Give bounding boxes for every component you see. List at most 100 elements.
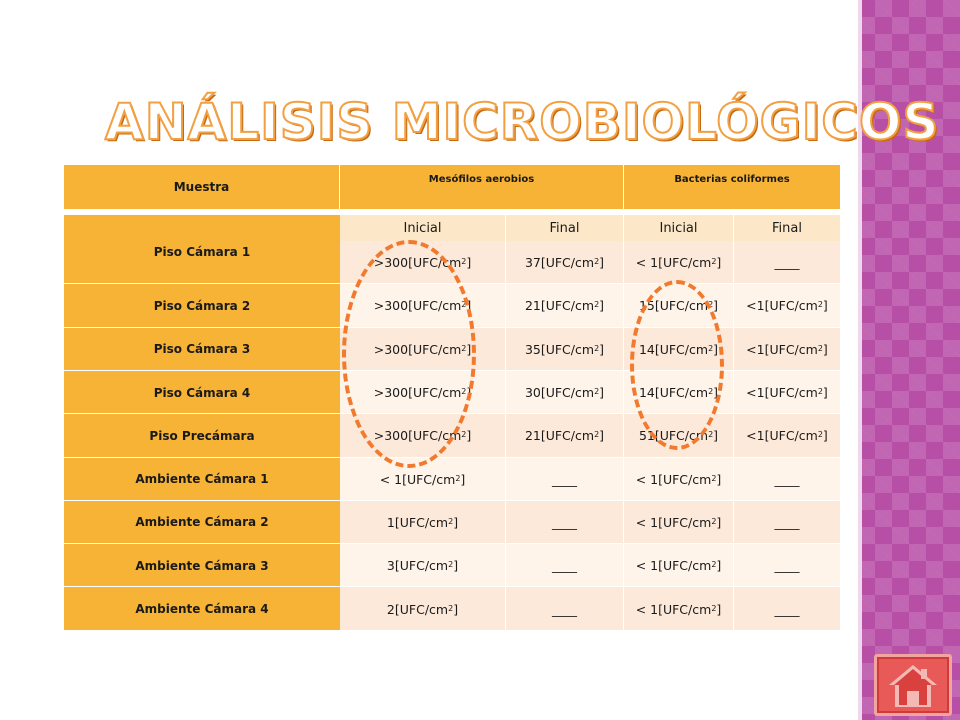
cell-value: <1	[746, 385, 765, 401]
cell-unit-exponent: 2	[448, 603, 454, 613]
cell-unit-close: ]	[466, 428, 472, 444]
cell-value: < 1	[635, 601, 659, 617]
cell-unit-close: ]	[599, 255, 605, 271]
table-cell: ____	[506, 587, 624, 631]
row-label: Ambiente Cámara 2	[64, 500, 340, 545]
cell-unit-close: ]	[716, 558, 722, 574]
cell-unit: [UFC/cm	[658, 471, 712, 487]
cell-unit: [UFC/cm	[764, 298, 818, 314]
cell-unit-exponent: 2	[594, 300, 600, 310]
home-icon	[889, 665, 937, 707]
cell-value: 14	[638, 341, 655, 357]
header-mesofilos: Mesófilos aerobios	[340, 165, 624, 209]
cell-unit-close: ]	[466, 255, 472, 271]
cell-unit: [UFC/cm	[654, 385, 709, 401]
table-cell: < 1 [UFC/cm 2]	[624, 457, 734, 501]
row-divider	[64, 499, 840, 501]
cell-unit-close: ]	[599, 385, 605, 401]
cell-unit-exponent: 2	[455, 473, 461, 483]
cell-unit-exponent: 2	[711, 603, 717, 613]
cell-value: 15	[638, 298, 655, 314]
table-cell: < 1 [UFC/cm 2]	[624, 587, 734, 631]
cell-unit-exponent: 2	[711, 516, 717, 526]
cell-unit-close: ]	[453, 514, 459, 530]
microbiology-table: Muestra Mesófilos aerobios Bacterias col…	[64, 165, 840, 631]
cell-unit: [UFC/cm	[764, 385, 818, 401]
cell-unit: [UFC/cm	[408, 385, 462, 401]
row-divider	[64, 326, 840, 328]
cell-value: <1	[746, 341, 765, 357]
subheader-blank	[64, 215, 340, 241]
cell-value: 21	[524, 298, 541, 314]
cell-value: 37	[524, 255, 541, 271]
table-cell: ____	[506, 500, 624, 545]
cell-unit-close: ]	[713, 298, 719, 314]
empty-value: ____	[774, 471, 800, 487]
table-cell: <1 [UFC/cm 2]	[734, 370, 840, 415]
header-muestra: Muestra	[64, 165, 340, 209]
cell-unit-close: ]	[822, 385, 828, 401]
cell-unit: [UFC/cm	[540, 428, 595, 444]
table-cell: <1 [UFC/cm 2]	[734, 327, 840, 371]
empty-value: ____	[552, 471, 577, 487]
cell-unit: [UFC/cm	[402, 471, 456, 487]
subheader-final-2: Final	[734, 215, 840, 241]
cell-unit-exponent: 2	[817, 430, 823, 440]
cell-unit: [UFC/cm	[540, 385, 595, 401]
cell-unit-close: ]	[713, 385, 719, 401]
cell-value: 2	[386, 601, 395, 617]
empty-value: ____	[774, 558, 800, 574]
cell-unit: [UFC/cm	[654, 341, 709, 357]
cell-unit-exponent: 2	[594, 387, 600, 397]
cell-unit-exponent: 2	[594, 257, 600, 267]
table-cell: < 1 [UFC/cm 2]	[340, 457, 506, 501]
subheader-inicial-1: Inicial	[340, 215, 506, 241]
table-cell: ____	[506, 544, 624, 588]
cell-value: >300	[373, 255, 409, 271]
row-divider	[64, 456, 840, 458]
cell-value: < 1	[635, 255, 659, 271]
table-cell: >300 [UFC/cm 2]	[340, 327, 506, 371]
cell-unit: [UFC/cm	[658, 255, 712, 271]
cell-unit-close: ]	[713, 428, 719, 444]
cell-unit: [UFC/cm	[394, 514, 449, 530]
cell-unit-close: ]	[599, 428, 605, 444]
home-button[interactable]	[874, 654, 952, 716]
cell-unit-exponent: 2	[461, 300, 467, 310]
cell-value: >300	[373, 428, 409, 444]
cell-unit-close: ]	[716, 471, 722, 487]
page-title: ANÁLISIS MICROBIOLÓGICOS	[104, 92, 940, 152]
table-cell: ____	[734, 587, 840, 631]
table-cell: ____	[734, 457, 840, 501]
row-divider	[64, 629, 840, 631]
row-divider	[64, 586, 840, 588]
decorative-side-strip	[858, 0, 960, 720]
cell-unit-exponent: 2	[708, 430, 714, 440]
table-cell: 35 [UFC/cm 2]	[506, 327, 624, 371]
row-label: Ambiente Cámara 3	[64, 544, 340, 588]
cell-unit: [UFC/cm	[408, 428, 462, 444]
empty-value: ____	[774, 601, 800, 617]
cell-unit-close: ]	[466, 298, 472, 314]
row-divider	[64, 369, 840, 371]
cell-unit-exponent: 2	[708, 387, 714, 397]
empty-value: ____	[552, 601, 577, 617]
cell-unit-exponent: 2	[817, 300, 823, 310]
cell-unit: [UFC/cm	[658, 601, 712, 617]
cell-value: 1	[386, 514, 395, 530]
cell-unit-close: ]	[453, 558, 459, 574]
cell-unit-close: ]	[713, 341, 719, 357]
cell-unit-exponent: 2	[708, 300, 714, 310]
cell-unit: [UFC/cm	[408, 255, 462, 271]
cell-unit-exponent: 2	[461, 430, 467, 440]
row-divider	[64, 283, 840, 285]
table-cell: ____	[734, 241, 840, 285]
table-cell: < 1 [UFC/cm 2]	[624, 544, 734, 588]
subheader-final-1: Final	[506, 215, 624, 241]
cell-unit-close: ]	[716, 514, 722, 530]
cell-value: >300	[373, 341, 409, 357]
cell-unit-close: ]	[716, 601, 722, 617]
cell-value: < 1	[379, 471, 403, 487]
cell-unit: [UFC/cm	[540, 298, 595, 314]
cell-unit: [UFC/cm	[394, 601, 449, 617]
